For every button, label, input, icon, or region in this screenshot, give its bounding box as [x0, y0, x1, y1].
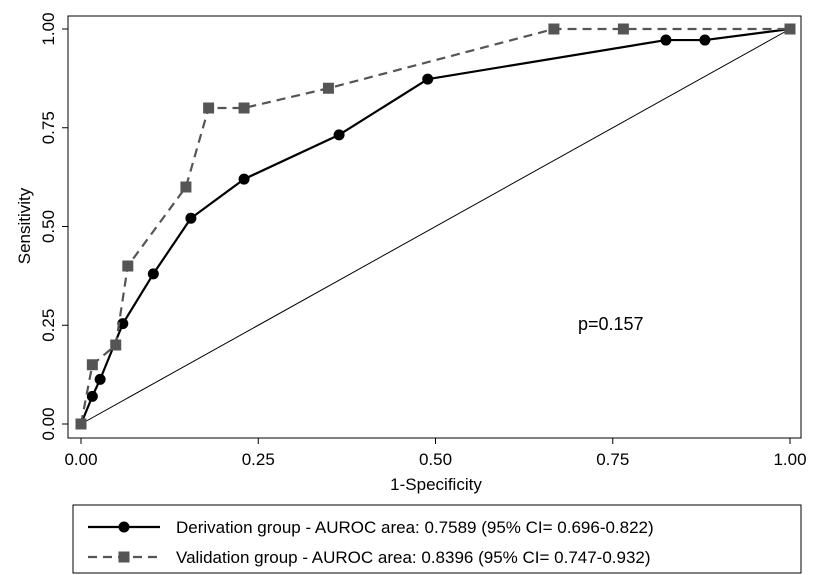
x-tick-label: 0.75 — [596, 450, 629, 469]
derivation-point — [86, 390, 98, 402]
plot-area — [75, 23, 796, 430]
derivation-point — [185, 212, 197, 224]
x-tick-label: 0.50 — [419, 450, 452, 469]
reference-diagonal-line — [80, 28, 791, 425]
legend: Derivation group - AUROC area: 0.7589 (9… — [72, 504, 802, 574]
validation-point — [784, 23, 796, 35]
derivation-point — [147, 268, 159, 280]
validation-point — [75, 418, 87, 430]
y-tick-label: 0.25 — [39, 309, 58, 342]
derivation-point — [660, 34, 672, 46]
derivation-point — [699, 34, 711, 46]
legend-derivation-marker — [118, 521, 130, 533]
derivation-point — [94, 373, 106, 385]
x-tick-label: 0.00 — [64, 450, 97, 469]
validation-point — [86, 359, 98, 371]
legend-label-validation: Validation group - AUROC area: 0.8396 (9… — [176, 548, 651, 567]
validation-point — [122, 260, 134, 272]
derivation-point — [117, 318, 129, 330]
validation-point — [617, 23, 629, 35]
x-axis-title: 1-Specificity — [390, 475, 482, 494]
y-tick-label: 0.00 — [39, 407, 58, 440]
validation-point — [110, 339, 122, 351]
validation-point — [203, 102, 215, 114]
validation-point — [322, 82, 334, 94]
derivation-point — [333, 129, 345, 141]
derivation-point — [422, 73, 434, 85]
x-tick-label: 0.25 — [242, 450, 275, 469]
derivation-point — [238, 173, 250, 185]
x-tick-label: 1.00 — [773, 450, 806, 469]
p-value-annotation: p=0.157 — [578, 314, 644, 334]
legend-label-derivation: Derivation group - AUROC area: 0.7589 (9… — [176, 518, 654, 537]
validation-point — [180, 181, 192, 193]
axes: 0.00 0.25 0.50 0.75 1.00 0.00 0.25 0.50 0.75 1.00 — [39, 12, 807, 469]
validation-point — [238, 102, 250, 114]
y-axis-title: Sensitivity — [15, 187, 34, 264]
legend-box — [72, 504, 802, 574]
y-tick-label: 0.75 — [39, 111, 58, 144]
legend-validation-marker — [118, 551, 130, 563]
y-tick-label: 1.00 — [39, 12, 58, 45]
validation-point — [548, 23, 560, 35]
y-tick-label: 0.50 — [39, 210, 58, 243]
